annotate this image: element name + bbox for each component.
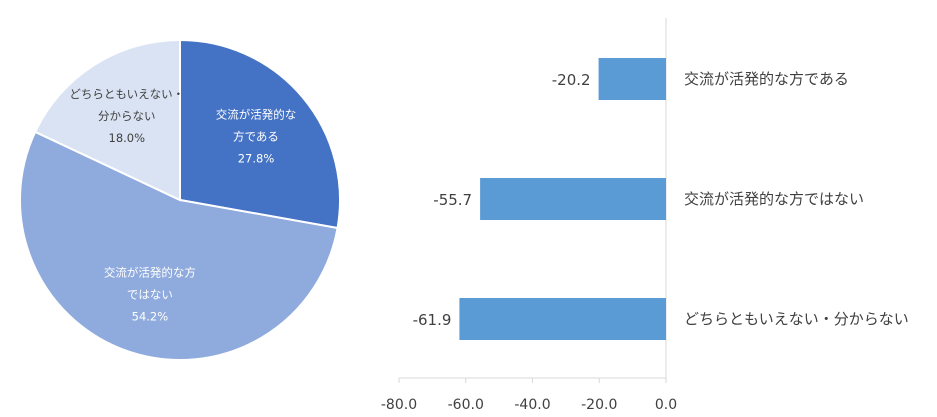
bar-value-label: -61.9 <box>413 311 452 329</box>
pie-slice <box>19 130 339 361</box>
pie-slice-percent: 27.8% <box>238 151 275 165</box>
bar-chart: -80.0 -60.0 -40.0 -20.0 0.0 -20.2 交流が活発的な方である -… <box>381 18 909 413</box>
category-label: 交流が活発的な方である <box>684 70 849 88</box>
x-axis-tick-label: -60.0 <box>448 397 484 413</box>
pie-slice-label: どちらともいえない・ <box>69 87 184 101</box>
pie-slice <box>179 38 341 230</box>
pie-slice-percent: 18.0% <box>109 131 146 145</box>
pie-slice-label: 交流が活発的な方 <box>104 266 196 280</box>
bar <box>598 58 666 100</box>
category-label: 交流が活発的な方ではない <box>684 190 864 208</box>
pie-slice-label: ではない <box>127 288 173 302</box>
pie-slice-label: 分からない <box>98 109 156 123</box>
bar <box>459 298 666 340</box>
x-axis-tick-label: -40.0 <box>514 397 550 413</box>
x-axis-tick-label: -80.0 <box>381 397 417 413</box>
bar <box>480 178 666 220</box>
bar-value-label: -55.7 <box>433 191 472 209</box>
category-label: どちらともいえない・分からない <box>684 310 909 328</box>
bar-value-label: -20.2 <box>552 71 591 89</box>
x-axis-tick-label: 0.0 <box>655 397 677 413</box>
pie-slice-label: 方である <box>233 129 279 143</box>
pie-slice-percent: 54.2% <box>132 310 169 324</box>
pie-slice-label: 交流が活発的な <box>216 107 297 121</box>
pie-slice <box>33 38 181 202</box>
x-axis-tick-label: -20.0 <box>581 397 617 413</box>
pie-chart: 交流が活発的な方である 27.8% 交流が活発的な方ではない 54.2% どちらともいえ… <box>19 38 341 361</box>
